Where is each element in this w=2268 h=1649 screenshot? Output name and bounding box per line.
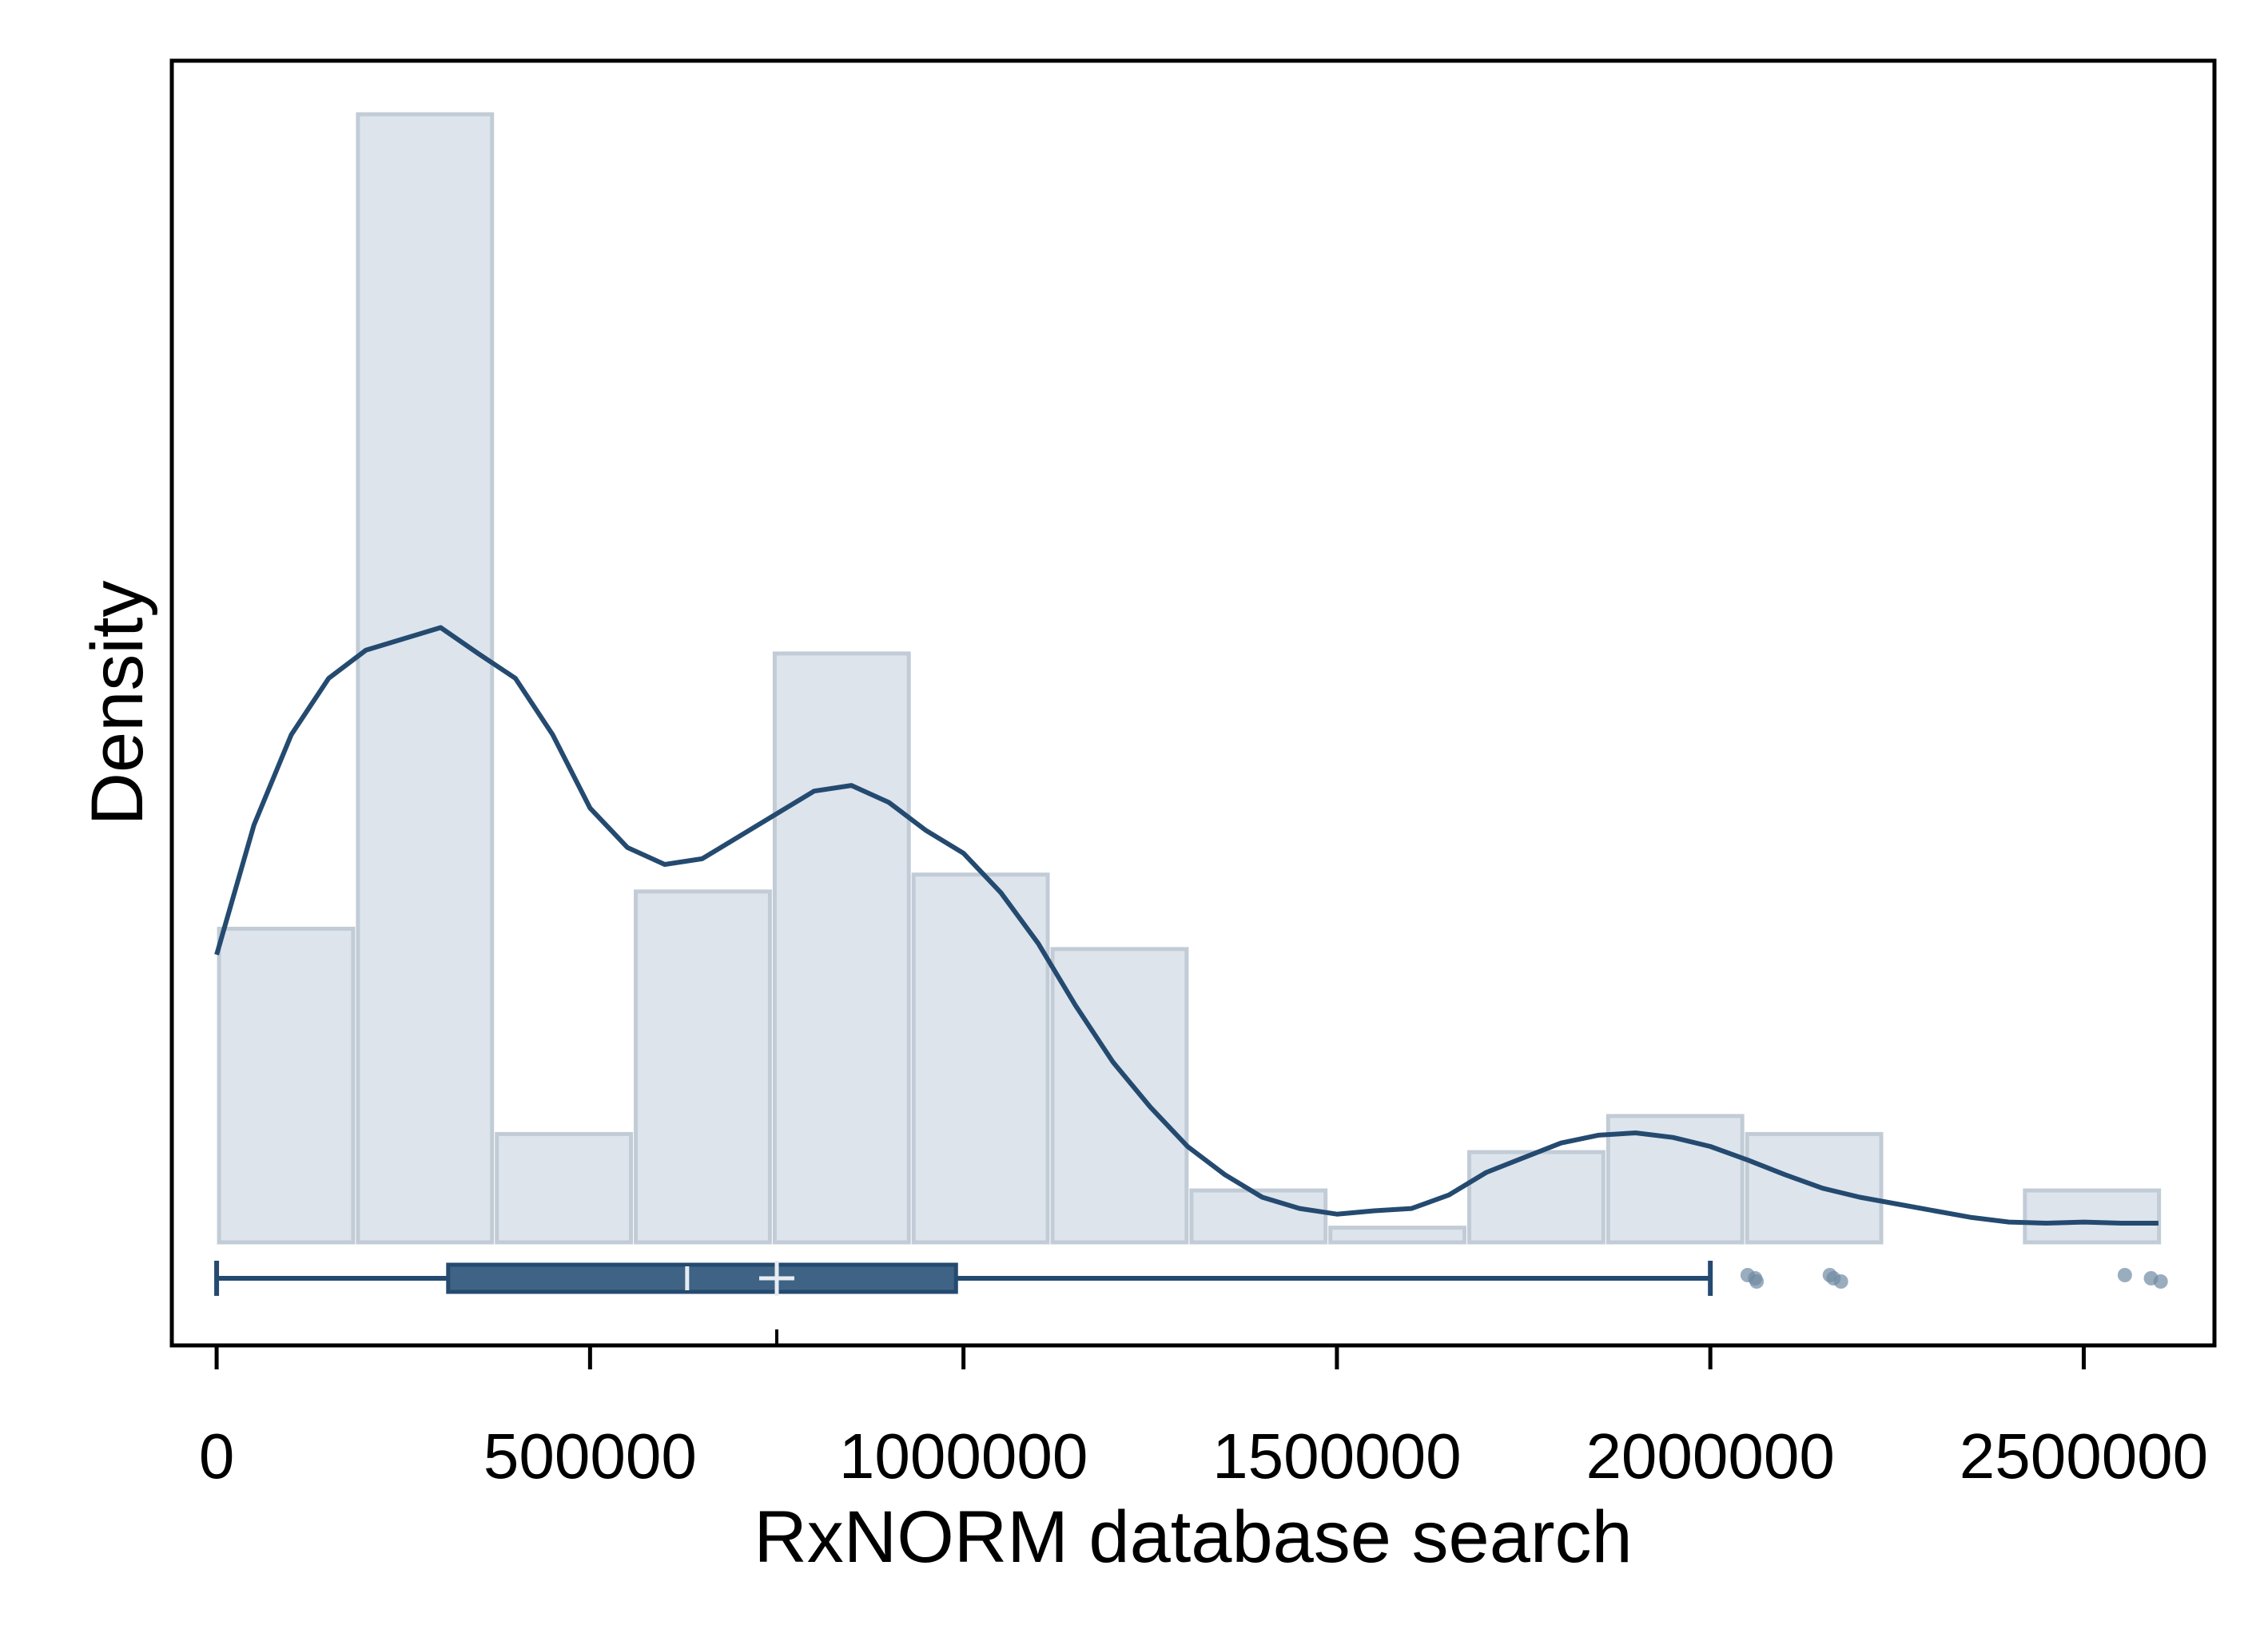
- plot-frame: [169, 58, 2217, 1348]
- y-axis-title: Density: [77, 581, 158, 826]
- x-tick-label-5: 2500000: [1960, 1421, 2208, 1492]
- boxplot-outlier-6: [2117, 1268, 2132, 1282]
- boxplot-outlier-2: [1749, 1274, 1765, 1289]
- histogram-bar-8: [1328, 1226, 1467, 1245]
- histogram-bar-2: [495, 1131, 634, 1245]
- histogram-bar-0: [217, 926, 356, 1245]
- boxplot-outlier-5: [1833, 1274, 1848, 1289]
- histogram-bar-9: [1467, 1150, 1606, 1245]
- histogram-bar-1: [356, 112, 495, 1245]
- histogram-bar-6: [1050, 947, 1189, 1245]
- x-tick-label-3: 1500000: [1212, 1421, 1461, 1492]
- x-tick-label-4: 2000000: [1586, 1421, 1834, 1492]
- histogram-bar-11: [1745, 1131, 1884, 1245]
- density-curve-layer: [214, 625, 2159, 1226]
- boxplot-outlier-8: [2153, 1274, 2168, 1289]
- boxplot-iqr-box: [446, 1262, 958, 1294]
- histogram-bar-7: [1189, 1188, 1328, 1245]
- x-axis-title: RxNORM database search: [754, 1496, 1632, 1578]
- x-tick-label-0: 0: [199, 1421, 235, 1492]
- histogram-bar-5: [911, 872, 1050, 1245]
- histogram-bars: [217, 112, 2162, 1245]
- histogram-bar-3: [634, 889, 772, 1245]
- x-tick-label-2: 1000000: [839, 1421, 1088, 1492]
- boxplot: [214, 1261, 2168, 1296]
- x-tick-label-1: 500000: [483, 1421, 697, 1492]
- density-curve: [214, 625, 2159, 1226]
- histogram-bar-4: [772, 651, 911, 1245]
- histogram-bar-13: [2023, 1188, 2162, 1245]
- x-axis: 0 500000 1000000 1500000 2000000 2500000: [199, 1329, 2208, 1492]
